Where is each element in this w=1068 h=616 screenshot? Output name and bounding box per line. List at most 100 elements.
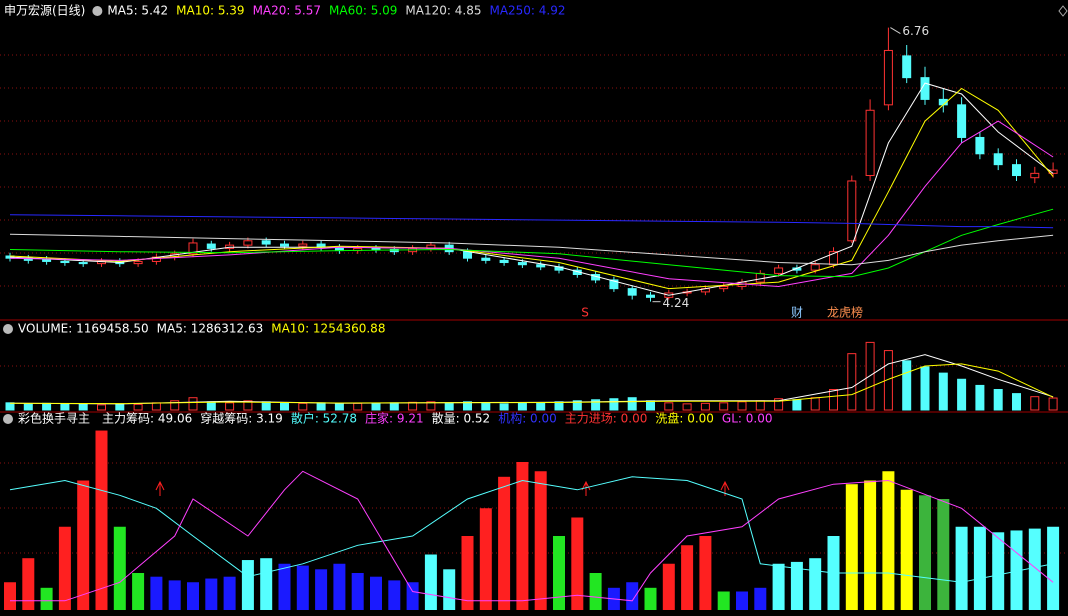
volume-bar bbox=[993, 389, 1003, 411]
volume-bar bbox=[847, 353, 857, 411]
candle-body bbox=[60, 260, 70, 264]
candle-body bbox=[298, 243, 308, 247]
volume-bar bbox=[188, 397, 198, 411]
legend-item: MA60: 5.09 bbox=[329, 4, 397, 18]
candle-body bbox=[609, 279, 619, 290]
indicator-bar bbox=[717, 591, 730, 610]
legend-item: 散量: 0.52 bbox=[432, 411, 491, 426]
indicator-bar bbox=[882, 471, 895, 610]
indicator-bar bbox=[296, 565, 309, 610]
volume-bar bbox=[664, 402, 674, 411]
volume-bar bbox=[810, 397, 820, 411]
indicator-bar bbox=[626, 582, 639, 610]
menu-icon[interactable] bbox=[1058, 5, 1068, 17]
indicator-bar bbox=[790, 561, 803, 610]
indicator-bar bbox=[461, 536, 474, 610]
volume-bar bbox=[371, 403, 381, 411]
volume-bar bbox=[682, 403, 692, 411]
candle-body bbox=[829, 251, 838, 266]
chart-title: 申万宏源(日线) bbox=[4, 3, 85, 18]
panel-icon[interactable] bbox=[92, 6, 103, 16]
legend-item: 主力筹码: 49.06 bbox=[102, 412, 192, 426]
volume-bar bbox=[5, 402, 15, 411]
volume-bar bbox=[737, 401, 747, 411]
ma-line bbox=[9, 233, 1054, 266]
volume-bar bbox=[902, 360, 912, 411]
indicator-bar bbox=[644, 587, 657, 610]
volume-bar bbox=[536, 402, 546, 411]
indicator-bar bbox=[443, 569, 456, 610]
indicator-line bbox=[10, 470, 1054, 602]
candle-body bbox=[261, 240, 271, 245]
candle-body bbox=[133, 260, 143, 265]
indicator-bar bbox=[754, 587, 767, 610]
candle-body bbox=[719, 285, 729, 290]
indicator-bar bbox=[662, 563, 675, 610]
volume-bar bbox=[316, 402, 326, 411]
legend-item: 穿越筹码: 3.19 bbox=[200, 411, 283, 426]
candle-body bbox=[646, 294, 655, 298]
ma-line bbox=[9, 87, 1054, 290]
indicator-bar bbox=[845, 484, 858, 610]
high-label: 6.76 bbox=[902, 24, 929, 38]
volume-bar bbox=[774, 398, 784, 411]
indicator-bar bbox=[553, 536, 565, 610]
event-tag: 财 bbox=[791, 306, 803, 320]
indicator-bar bbox=[736, 591, 748, 610]
candle-body bbox=[755, 272, 765, 283]
indicator-line bbox=[9, 476, 1054, 583]
volume-bar bbox=[133, 403, 143, 411]
candle-body bbox=[280, 243, 289, 247]
volume-bar bbox=[517, 402, 527, 411]
indicator-bar bbox=[168, 580, 181, 610]
volume-bar bbox=[97, 404, 106, 411]
indicator-bar bbox=[77, 480, 90, 610]
indicator-bar bbox=[424, 554, 437, 610]
indicator-bar bbox=[919, 495, 931, 610]
indicator-bar bbox=[772, 563, 785, 610]
volume-ma-line bbox=[9, 354, 1054, 405]
candle-body bbox=[774, 267, 784, 274]
panel-icon[interactable] bbox=[3, 414, 13, 424]
candle-body bbox=[243, 240, 253, 246]
event-tag: 龙虎榜 bbox=[827, 305, 863, 320]
volume-bar bbox=[719, 402, 729, 411]
indicator-bar bbox=[1028, 528, 1041, 610]
indicator-bar bbox=[534, 471, 547, 610]
indicator-bar bbox=[973, 526, 986, 610]
indicator-bar bbox=[479, 508, 492, 610]
indicator-bar bbox=[900, 489, 913, 610]
indicator-bar bbox=[223, 576, 236, 610]
volume-bar bbox=[426, 401, 436, 411]
candle-body bbox=[902, 55, 912, 79]
candle-body bbox=[536, 264, 546, 268]
volume-bar bbox=[206, 401, 216, 411]
indicator-bar bbox=[278, 563, 291, 610]
volume-bar bbox=[115, 403, 125, 411]
volume-bar bbox=[444, 402, 454, 411]
ma-line bbox=[9, 120, 1054, 288]
ma-line bbox=[9, 214, 1054, 229]
legend-item: MA10: 5.39 bbox=[176, 4, 244, 18]
candle-body bbox=[78, 262, 88, 265]
indicator-bar bbox=[955, 526, 968, 610]
volume-bar bbox=[975, 384, 985, 411]
candle-body bbox=[1030, 172, 1040, 179]
legend-item: 主力进场: 0.00 bbox=[565, 412, 648, 426]
indicator-bar bbox=[388, 580, 401, 610]
volume-bar bbox=[170, 400, 180, 411]
indicator-bar bbox=[992, 532, 1005, 610]
legend-item: GL: 0.00 bbox=[722, 412, 773, 426]
volume-bar bbox=[883, 350, 893, 411]
panel-icon[interactable] bbox=[3, 324, 13, 334]
low-label: 4.24 bbox=[663, 296, 690, 310]
indicator-bar bbox=[589, 573, 602, 610]
candle-body bbox=[1012, 164, 1021, 177]
volume-bar bbox=[499, 403, 509, 411]
volume-bar bbox=[1030, 396, 1040, 411]
indicator-bar bbox=[406, 582, 419, 610]
volume-bar bbox=[920, 366, 930, 411]
volume-bar bbox=[1012, 393, 1021, 411]
indicator-title: 彩色换手寻主 bbox=[18, 412, 90, 426]
